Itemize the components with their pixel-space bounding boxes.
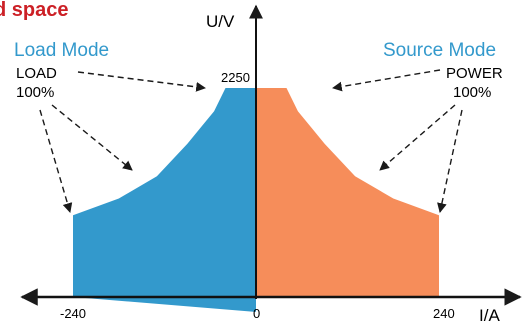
source-note-line1: POWER [446, 65, 503, 82]
x-tick-label-min: -240 [60, 306, 86, 321]
annotation-arrows [39, 69, 463, 213]
axes [20, 4, 522, 306]
chart-title: d space [0, 0, 68, 21]
load-note-line2: 100% [16, 84, 54, 101]
source-arrow-mid [379, 104, 456, 171]
x-tick-label-max: 240 [433, 306, 455, 321]
x-axis-label: I/A [479, 306, 500, 325]
load-note-line1: LOAD [16, 65, 57, 82]
load-arrow-top [77, 71, 206, 92]
x-tick-label-zero: 0 [253, 306, 260, 321]
y-tick-label: 2250 [221, 70, 250, 85]
source-note-line2: 100% [453, 84, 491, 101]
source-mode-label: Source Mode [383, 40, 496, 61]
source-mode-area [256, 88, 439, 297]
source-arrow-top [332, 69, 441, 92]
load-arrow-low [39, 109, 73, 213]
load-mode-label: Load Mode [14, 40, 109, 61]
load-mode-area [73, 88, 256, 312]
load-arrow-mid [51, 104, 133, 171]
source-arrow-low [437, 109, 463, 213]
y-axis-label: U/V [206, 12, 235, 31]
